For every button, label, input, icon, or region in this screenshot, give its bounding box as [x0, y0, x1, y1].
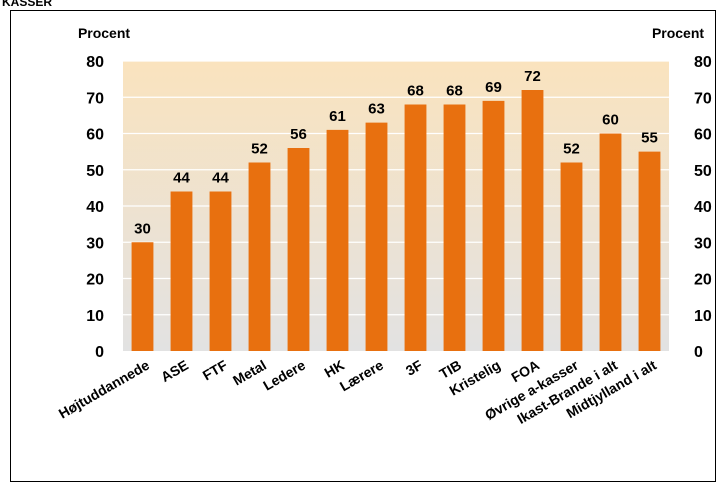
y-tick-label-right: 40 [694, 199, 712, 216]
bar-value-label: 44 [173, 170, 190, 187]
bar [365, 122, 388, 351]
y-tick-label-right: 10 [694, 308, 712, 325]
figure-caption-fragment: KASSER [2, 0, 53, 9]
bar-value-label: 56 [290, 126, 307, 143]
y-tick-label-right: 20 [694, 272, 712, 289]
bar [209, 191, 232, 351]
bar-value-label: 55 [641, 130, 658, 147]
bar [482, 100, 505, 351]
bar [443, 104, 466, 351]
x-tick-label: 3F [403, 357, 426, 379]
bar-value-label: 30 [134, 220, 151, 237]
bar-value-label: 52 [251, 141, 268, 158]
y-tick-label-right: 0 [694, 344, 703, 361]
y-tick-label-left: 60 [86, 127, 104, 144]
bar [599, 133, 622, 351]
bar-value-label: 72 [524, 68, 541, 85]
bar-value-label: 52 [563, 141, 580, 158]
bar-value-label: 63 [368, 101, 385, 118]
y-tick-label-left: 20 [86, 272, 104, 289]
y-tick-label-left: 80 [86, 54, 104, 71]
bar-value-label: 68 [446, 83, 463, 100]
bar [248, 162, 271, 351]
bar-value-label: 44 [212, 170, 229, 187]
y-axis-title-right: Procent [652, 25, 704, 41]
bar [131, 242, 154, 351]
bar [287, 148, 310, 351]
y-tick-label-right: 50 [694, 163, 712, 180]
x-tick-label: ASE [158, 357, 191, 385]
y-tick-label-left: 50 [86, 163, 104, 180]
y-tick-label-left: 0 [95, 344, 104, 361]
bar-value-label: 68 [407, 83, 424, 100]
y-tick-label-right: 30 [694, 235, 712, 252]
bar-value-label: 69 [485, 79, 502, 96]
y-tick-label-right: 80 [694, 54, 712, 71]
x-tick-label: FTF [200, 357, 231, 384]
y-tick-label-left: 70 [86, 90, 104, 107]
bar [638, 151, 661, 351]
y-tick-label-left: 10 [86, 308, 104, 325]
x-tick-label: Højtuddannede [56, 357, 152, 422]
bar [170, 191, 193, 351]
y-tick-label-right: 60 [694, 127, 712, 144]
bar-value-label: 60 [602, 112, 619, 129]
y-tick-label-right: 70 [694, 90, 712, 107]
x-tick-label: Ledere [260, 357, 308, 394]
x-tick-label: Lærere [337, 357, 386, 395]
y-tick-label-left: 40 [86, 199, 104, 216]
bar [560, 162, 583, 351]
bar [404, 104, 427, 351]
bar [326, 129, 349, 351]
y-axis-title-left: Procent [78, 25, 130, 41]
bar-value-label: 61 [329, 108, 346, 125]
y-tick-label-left: 30 [86, 235, 104, 252]
bar [521, 90, 544, 351]
